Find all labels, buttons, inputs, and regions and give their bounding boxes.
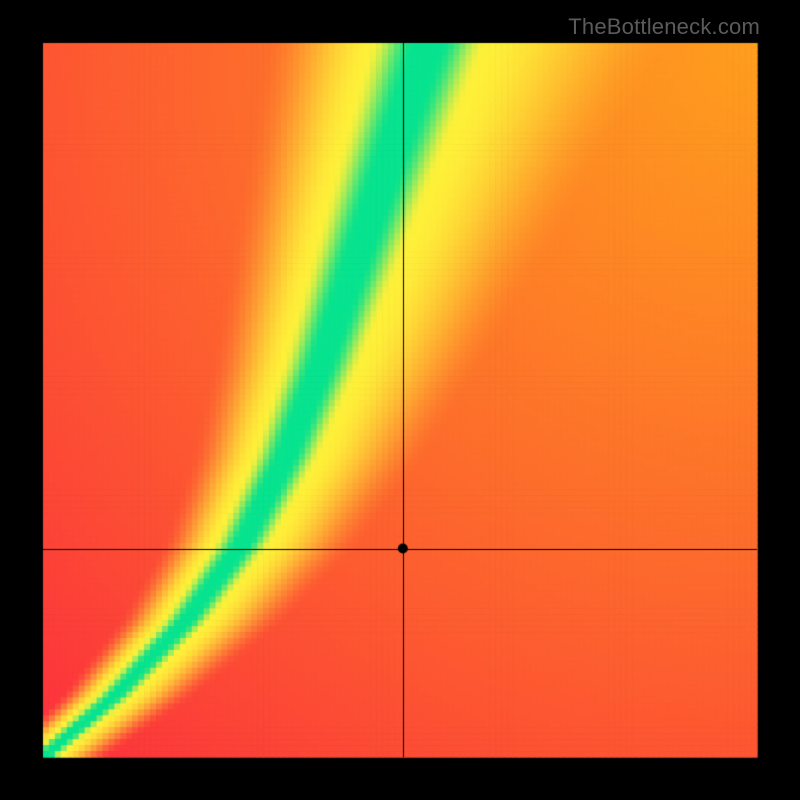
chart-container: TheBottleneck.com — [0, 0, 800, 800]
heatmap-canvas — [0, 0, 800, 800]
watermark-text: TheBottleneck.com — [568, 14, 760, 40]
